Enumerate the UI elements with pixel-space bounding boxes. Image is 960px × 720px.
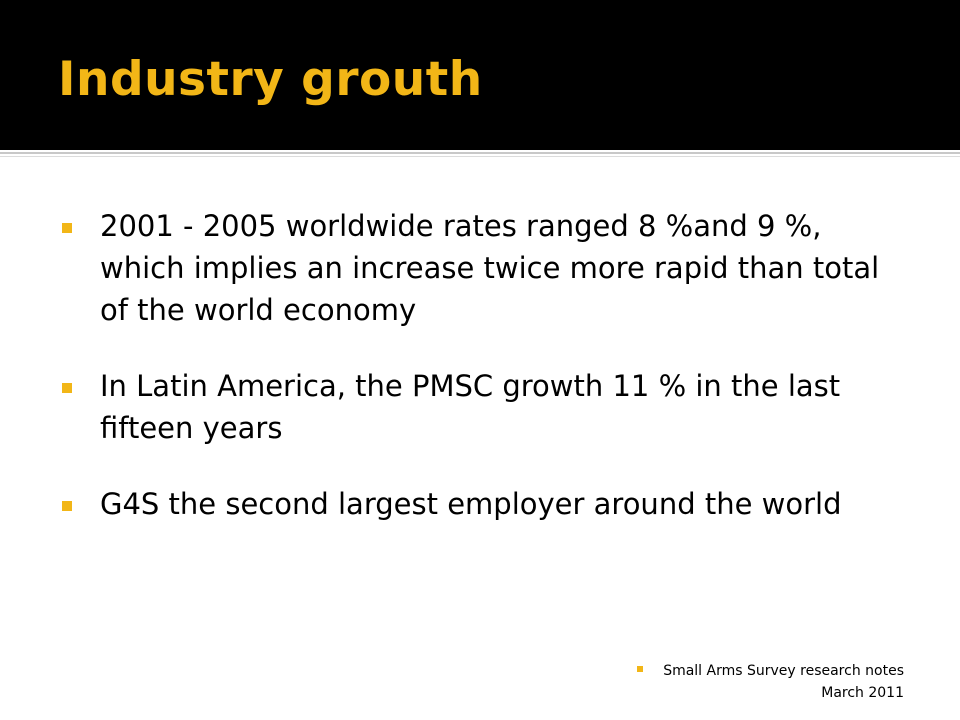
source-line-1: Small Arms Survey research notes bbox=[544, 660, 904, 682]
bullet-text: In Latin America, the PMSC growth 11 % i… bbox=[100, 369, 841, 445]
slide-title: Industry grouth bbox=[58, 52, 483, 107]
source-text: Small Arms Survey research notes bbox=[663, 663, 904, 679]
bullet-item: In Latin America, the PMSC growth 11 % i… bbox=[60, 365, 880, 449]
title-bar: Industry grouth bbox=[0, 0, 960, 150]
bullet-text: 2001 - 2005 worldwide rates ranged 8 %an… bbox=[100, 209, 880, 327]
bullet-item: 2001 - 2005 worldwide rates ranged 8 %an… bbox=[60, 205, 880, 331]
source-date: March 2011 bbox=[821, 685, 904, 701]
square-bullet-icon bbox=[62, 501, 72, 511]
square-bullet-icon bbox=[637, 666, 644, 672]
bullet-text: G4S the second largest employer around t… bbox=[100, 487, 842, 521]
title-divider bbox=[0, 152, 960, 154]
bullet-list: 2001 - 2005 worldwide rates ranged 8 %an… bbox=[60, 205, 880, 559]
title-divider-secondary bbox=[0, 156, 960, 157]
source-note: Small Arms Survey research notes March 2… bbox=[544, 660, 904, 704]
square-bullet-icon bbox=[62, 223, 72, 233]
square-bullet-icon bbox=[62, 383, 72, 393]
bullet-item: G4S the second largest employer around t… bbox=[60, 483, 880, 525]
